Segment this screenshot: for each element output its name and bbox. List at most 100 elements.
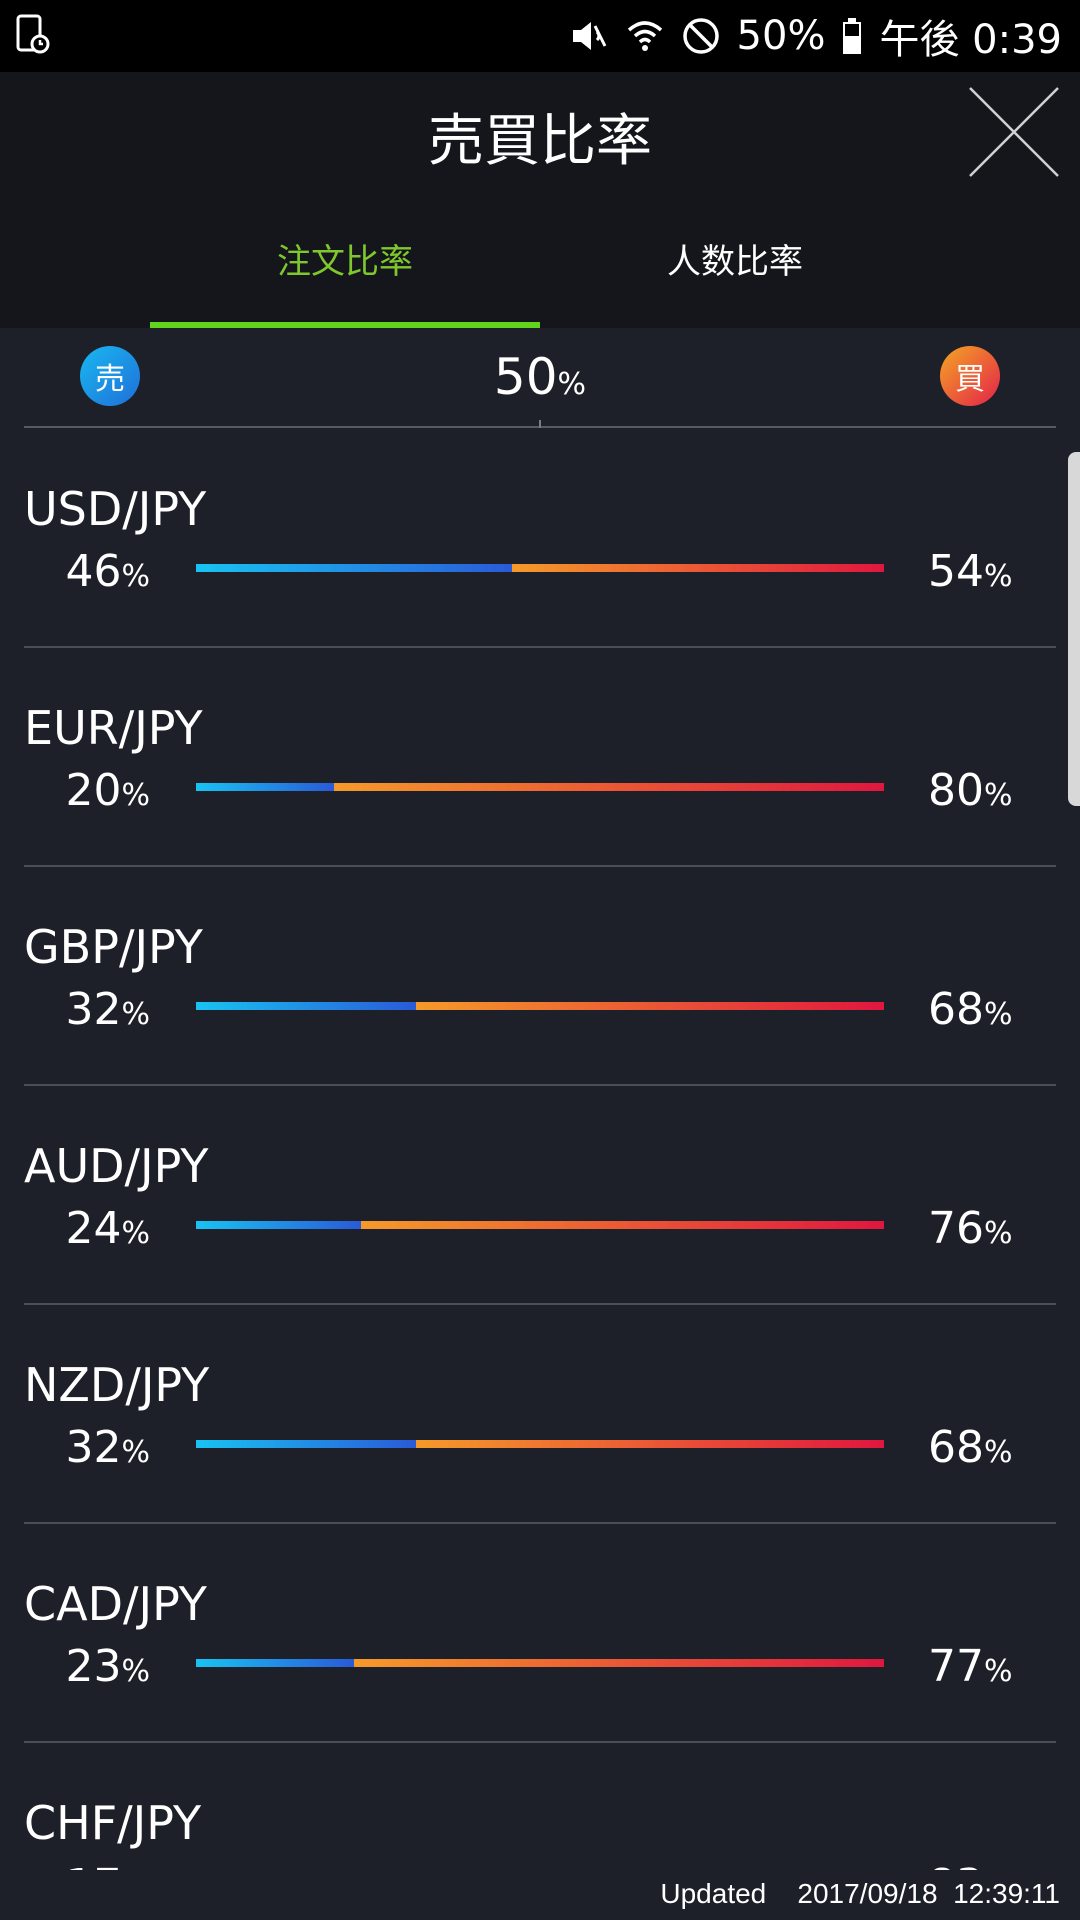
scale-midpoint-value: 50 <box>493 348 558 406</box>
updated-value: 2017/09/18 12:39:11 <box>797 1878 1060 1909</box>
sell-percent: 20% <box>24 765 150 816</box>
buy-percent: 68% <box>928 984 1068 1035</box>
sell-percent: 32% <box>24 984 150 1035</box>
percent-unit: % <box>121 997 150 1032</box>
list-item[interactable]: EUR/JPY 20% 80% <box>0 649 1080 867</box>
currency-pair-label: CHF/JPY <box>24 1796 202 1850</box>
row-divider <box>24 865 1056 867</box>
sell-percent: 23% <box>24 1641 150 1692</box>
ratio-bar <box>196 783 884 791</box>
list-item[interactable]: AUD/JPY 24% 76% <box>0 1087 1080 1305</box>
currency-pair-label: USD/JPY <box>24 482 207 536</box>
row-divider <box>24 646 1056 648</box>
active-tab-indicator <box>150 322 540 328</box>
ratio-bar-sell <box>196 1440 416 1448</box>
scrollbar[interactable] <box>1068 452 1080 806</box>
ratio-bar-buy <box>416 1002 884 1010</box>
list-item[interactable]: NZD/JPY 32% 68% <box>0 1306 1080 1524</box>
ratio-bar-buy <box>354 1659 884 1667</box>
screenshot-icon <box>16 14 50 54</box>
sell-percent: 17% <box>24 1860 150 1870</box>
percent-unit: % <box>121 1654 150 1689</box>
buy-badge: 買 <box>940 346 1000 406</box>
sell-percent-value: 20 <box>65 765 122 816</box>
percent-unit: % <box>121 778 150 813</box>
ratio-bar-sell <box>196 1659 354 1667</box>
buy-percent: 83% <box>928 1860 1068 1870</box>
close-icon <box>969 87 1059 177</box>
buy-percent-value: 68 <box>928 1422 984 1473</box>
ratio-bar-buy <box>361 1221 884 1229</box>
buy-percent: 68% <box>928 1422 1068 1473</box>
row-divider <box>24 1084 1056 1086</box>
clock: 午後 0:39 <box>879 17 1062 63</box>
sell-percent-value: 23 <box>65 1641 122 1692</box>
list-item[interactable]: CAD/JPY 23% 77% <box>0 1525 1080 1743</box>
sell-percent: 32% <box>24 1422 150 1473</box>
sell-percent: 46% <box>24 546 150 597</box>
percent-unit: % <box>121 1216 150 1251</box>
row-divider <box>24 1303 1056 1305</box>
sell-percent-value: 17 <box>65 1860 121 1870</box>
scale-center-tick <box>539 420 541 428</box>
row-divider <box>24 1741 1056 1743</box>
battery-percent: 50% <box>736 13 826 59</box>
battery-icon <box>843 18 862 54</box>
list-item[interactable]: CHF/JPY 17% 83% <box>0 1744 1080 1870</box>
buy-percent-value: 54 <box>928 546 984 597</box>
buy-percent-value: 68 <box>928 984 984 1035</box>
currency-pair-label: AUD/JPY <box>24 1139 209 1193</box>
page-title: 売買比率 <box>428 109 652 174</box>
sell-percent-value: 24 <box>65 1203 122 1254</box>
ratio-bar <box>196 1002 884 1010</box>
currency-pair-label: CAD/JPY <box>24 1577 207 1631</box>
percent-unit: % <box>984 997 1013 1032</box>
currency-pair-label: NZD/JPY <box>24 1358 210 1412</box>
header: 売買比率 注文比率 人数比率 <box>0 72 1080 328</box>
status-bar: 50% 午後 0:39 <box>0 0 1080 72</box>
buy-percent-value: 80 <box>928 765 984 816</box>
ratio-bar-sell <box>196 1221 361 1229</box>
sell-percent-value: 32 <box>65 984 122 1035</box>
ratio-scale: 売 50% 買 <box>0 328 1080 428</box>
ratio-bar-buy <box>416 1440 884 1448</box>
no-disturb-icon <box>682 18 719 54</box>
buy-percent: 76% <box>928 1203 1068 1254</box>
sell-percent-value: 32 <box>65 1422 122 1473</box>
close-button[interactable] <box>966 84 1062 180</box>
sell-percent: 24% <box>24 1203 150 1254</box>
buy-percent: 54% <box>928 546 1068 597</box>
buy-percent: 80% <box>928 765 1068 816</box>
percent-unit: % <box>121 1435 150 1470</box>
ratio-bar <box>196 1440 884 1448</box>
currency-pair-list[interactable]: USD/JPY 46% 54% EUR/JPY 20% 80% GBP/JPY 32% 68% A… <box>0 430 1080 1870</box>
percent-unit: % <box>121 559 150 594</box>
sell-badge: 売 <box>80 346 140 406</box>
percent-unit: % <box>984 1654 1013 1689</box>
scale-midpoint-unit: % <box>557 367 587 402</box>
scale-midpoint: 50% <box>440 348 640 406</box>
ratio-bar <box>196 1659 884 1667</box>
tab-people-ratio[interactable]: 人数比率 <box>667 242 803 282</box>
tab-order-ratio[interactable]: 注文比率 <box>277 242 413 282</box>
ratio-bar-buy <box>334 783 884 791</box>
sell-percent-value: 46 <box>65 546 122 597</box>
list-item[interactable]: USD/JPY 46% 54% <box>0 430 1080 648</box>
ratio-bar-buy <box>512 564 884 572</box>
ratio-bar-sell <box>196 1002 416 1010</box>
ratio-bar-sell <box>196 783 334 791</box>
updated-label: Updated <box>660 1878 767 1909</box>
row-divider <box>24 1522 1056 1524</box>
buy-percent: 77% <box>928 1641 1068 1692</box>
updated-timestamp: Updated 2017/09/18 12:39:11 <box>660 1878 1060 1910</box>
percent-unit: % <box>984 559 1013 594</box>
list-item[interactable]: GBP/JPY 32% 68% <box>0 868 1080 1086</box>
buy-percent-value: 76 <box>928 1203 984 1254</box>
currency-pair-label: GBP/JPY <box>24 920 203 974</box>
buy-percent-value: 83 <box>928 1860 984 1870</box>
wifi-icon <box>627 21 662 51</box>
ratio-bar <box>196 1221 884 1229</box>
currency-pair-label: EUR/JPY <box>24 701 203 755</box>
ratio-bar <box>196 564 884 572</box>
percent-unit: % <box>984 1435 1013 1470</box>
